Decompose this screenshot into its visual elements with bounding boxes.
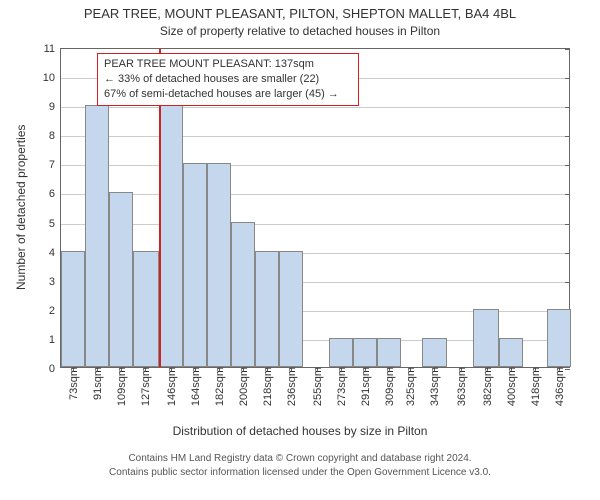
- ytick-label: 11: [44, 43, 61, 55]
- ytick-label: 1: [49, 334, 61, 346]
- histogram-bar: [207, 163, 231, 367]
- histogram-bar: [499, 338, 523, 367]
- xtick-label: 127sqm: [138, 367, 152, 406]
- ytick-label: 4: [49, 247, 61, 259]
- ytick-label: 8: [49, 130, 61, 142]
- infobox-line2: ← 33% of detached houses are smaller (22…: [104, 72, 352, 87]
- ytick-label: 10: [43, 72, 61, 84]
- histogram-bar: [547, 309, 571, 367]
- gridline-h: [61, 107, 569, 108]
- xtick-label: 218sqm: [260, 367, 274, 406]
- xtick-label: 325sqm: [403, 367, 417, 406]
- xtick-label: 236sqm: [284, 367, 298, 406]
- ytick-label: 2: [49, 305, 61, 317]
- xtick-label: 73sqm: [66, 367, 80, 400]
- ytick-mark: [565, 165, 570, 166]
- xtick-label: 418sqm: [528, 367, 542, 406]
- gridline-h: [61, 165, 569, 166]
- xtick-label: 363sqm: [454, 367, 468, 406]
- xtick-label: 255sqm: [310, 367, 324, 406]
- ytick-label: 3: [49, 276, 61, 288]
- xtick-label: 164sqm: [188, 367, 202, 406]
- histogram-bar: [255, 251, 279, 367]
- xtick-label: 343sqm: [427, 367, 441, 406]
- ytick-mark: [565, 78, 570, 79]
- ytick-label: 7: [49, 159, 61, 171]
- chart-footer: Contains HM Land Registry data © Crown c…: [0, 452, 600, 479]
- footer-line1: Contains HM Land Registry data © Crown c…: [0, 452, 600, 466]
- xtick-label: 400sqm: [504, 367, 518, 406]
- xtick-label: 436sqm: [552, 367, 566, 406]
- ytick-mark: [565, 224, 570, 225]
- histogram-bar: [231, 222, 255, 367]
- histogram-bar: [329, 338, 353, 367]
- histogram-bar: [473, 309, 498, 367]
- xtick-label: 109sqm: [114, 367, 128, 406]
- ytick-mark: [565, 49, 570, 50]
- ytick-mark: [565, 253, 570, 254]
- ytick-label: 5: [49, 218, 61, 230]
- chart-subtitle: Size of property relative to detached ho…: [0, 24, 600, 38]
- histogram-bar: [133, 251, 158, 367]
- footer-line2: Contains public sector information licen…: [0, 466, 600, 480]
- infobox-line3: 67% of semi-detached houses are larger (…: [104, 87, 352, 102]
- chart-title: PEAR TREE, MOUNT PLEASANT, PILTON, SHEPT…: [0, 6, 600, 21]
- ytick-label: 9: [49, 101, 61, 113]
- plot-area: 0123456789101173sqm91sqm109sqm127sqm146s…: [60, 48, 570, 368]
- gridline-h: [61, 224, 569, 225]
- gridline-h: [61, 136, 569, 137]
- y-axis-label: Number of detached properties: [14, 125, 28, 290]
- xtick-label: 273sqm: [334, 367, 348, 406]
- histogram-bar: [183, 163, 207, 367]
- x-axis-label: Distribution of detached houses by size …: [0, 424, 600, 438]
- xtick-label: 200sqm: [236, 367, 250, 406]
- chart-container: PEAR TREE, MOUNT PLEASANT, PILTON, SHEPT…: [0, 0, 600, 500]
- histogram-bar: [422, 338, 446, 367]
- infobox-line1: PEAR TREE MOUNT PLEASANT: 137sqm: [104, 57, 352, 72]
- gridline-h: [61, 194, 569, 195]
- xtick-label: 91sqm: [90, 367, 104, 400]
- ytick-label: 0: [49, 363, 61, 375]
- marker-infobox: PEAR TREE MOUNT PLEASANT: 137sqm ← 33% o…: [97, 53, 359, 106]
- histogram-bar: [353, 338, 377, 367]
- ytick-label: 6: [49, 188, 61, 200]
- xtick-label: 291sqm: [358, 367, 372, 406]
- xtick-label: 382sqm: [480, 367, 494, 406]
- ytick-mark: [565, 136, 570, 137]
- histogram-bar: [85, 105, 109, 367]
- histogram-bar: [159, 105, 183, 367]
- ytick-mark: [565, 107, 570, 108]
- xtick-label: 146sqm: [164, 367, 178, 406]
- histogram-bar: [61, 251, 85, 367]
- histogram-bar: [279, 251, 303, 367]
- xtick-label: 182sqm: [212, 367, 226, 406]
- ytick-mark: [565, 282, 570, 283]
- histogram-bar: [377, 338, 401, 367]
- ytick-mark: [565, 194, 570, 195]
- histogram-bar: [109, 192, 133, 367]
- xtick-label: 309sqm: [382, 367, 396, 406]
